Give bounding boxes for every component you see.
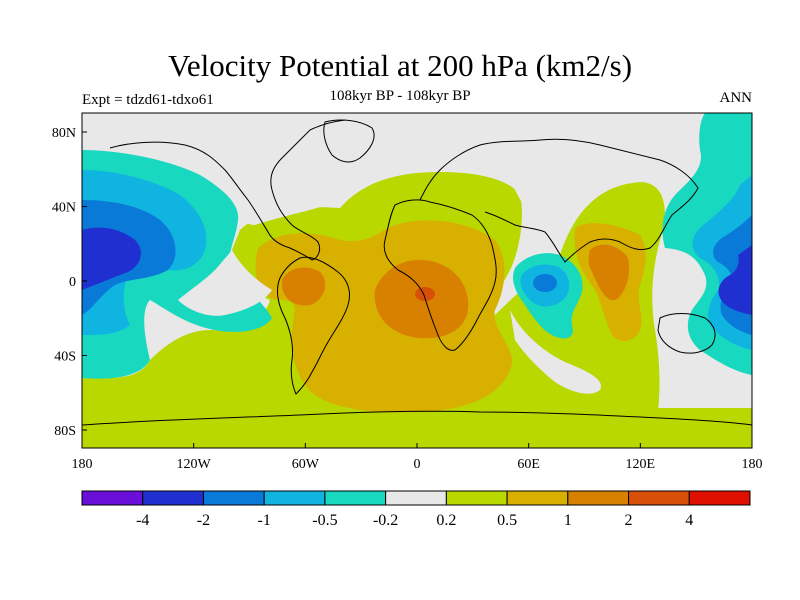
colorbar-swatch bbox=[688, 490, 751, 506]
x-axis: 180 120W 60W 0 60E 120E 180 bbox=[72, 443, 763, 472]
colorbar-label: 0.5 bbox=[497, 512, 517, 529]
field-neg2-east bbox=[718, 245, 752, 315]
colorbar-label: 2 bbox=[625, 512, 633, 529]
colorbar-label: -0.5 bbox=[312, 512, 337, 529]
field-pos02-south bbox=[82, 408, 752, 448]
y-tick-label: 40S bbox=[54, 350, 76, 365]
field-neg1-indian bbox=[533, 274, 557, 292]
colorbar-label: -0.2 bbox=[373, 512, 398, 529]
colorbar-label: 1 bbox=[564, 512, 572, 529]
chart-subtitle: 108kyr BP - 108kyr BP bbox=[329, 88, 471, 104]
coast-south-america bbox=[277, 256, 351, 395]
x-tick-label: 60W bbox=[292, 457, 320, 472]
colorbar: -4 -2 -1 -0.5 -0.2 0.2 0.5 1 2 4 bbox=[81, 490, 751, 529]
colorbar-swatch bbox=[445, 490, 508, 506]
colorbar-label: -2 bbox=[197, 512, 210, 529]
contour-field bbox=[82, 113, 752, 448]
x-tick-label: 60E bbox=[517, 457, 540, 472]
y-tick-label: 80S bbox=[54, 424, 76, 439]
colorbar-swatch bbox=[628, 490, 690, 506]
x-tick-label: 180 bbox=[72, 457, 93, 472]
colorbar-label: 0.2 bbox=[436, 512, 456, 529]
y-axis: 80N 40N 0 40S 80S bbox=[52, 126, 87, 439]
experiment-label: Expt = tdzd61-tdxo61 bbox=[82, 92, 214, 108]
field-neutral-pacific-swirl bbox=[178, 250, 272, 316]
coast-australia bbox=[657, 313, 716, 354]
field-neutral-north bbox=[180, 113, 700, 230]
colorbar-label: 4 bbox=[685, 512, 693, 529]
x-tick-label: 120W bbox=[177, 457, 212, 472]
field-pos1-southamerica bbox=[281, 267, 326, 306]
colorbar-swatch bbox=[202, 490, 265, 506]
colorbar-swatch bbox=[81, 490, 144, 506]
colorbar-swatch bbox=[324, 490, 387, 506]
coast-greenland bbox=[323, 119, 375, 163]
colorbar-label: -4 bbox=[136, 512, 149, 529]
coast-antarctica bbox=[82, 410, 752, 426]
y-tick-label: 40N bbox=[52, 201, 76, 216]
coast-africa-europe bbox=[383, 199, 497, 351]
chart-title: Velocity Potential at 200 hPa (km2/s) bbox=[167, 48, 633, 83]
colorbar-swatch bbox=[506, 490, 569, 506]
field-neg2-pacific bbox=[82, 227, 141, 290]
y-tick-label: 80N bbox=[52, 126, 76, 141]
field-pos2-africa bbox=[415, 287, 435, 301]
x-tick-label: 120E bbox=[626, 457, 656, 472]
colorbar-swatch bbox=[567, 490, 630, 506]
colorbar-swatch bbox=[385, 490, 447, 506]
y-tick-label: 0 bbox=[69, 275, 76, 290]
field-neutral-southern bbox=[510, 310, 601, 394]
coast-north-america bbox=[109, 119, 346, 261]
colorbar-swatch bbox=[263, 490, 326, 506]
colorbar-label: -1 bbox=[258, 512, 271, 529]
coast-eurasia bbox=[419, 138, 699, 263]
field-pos1-indo bbox=[588, 244, 630, 301]
colorbar-swatch bbox=[142, 490, 204, 506]
x-tick-label: 180 bbox=[742, 457, 763, 472]
x-tick-label: 0 bbox=[414, 457, 421, 472]
coastlines bbox=[82, 119, 752, 426]
season-label: ANN bbox=[719, 90, 753, 106]
